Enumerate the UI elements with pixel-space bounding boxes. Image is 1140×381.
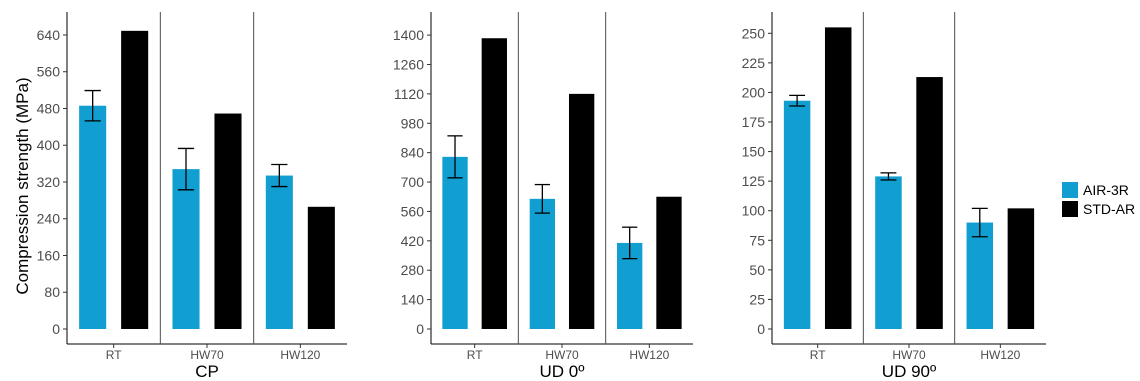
y-tick-label: 640 — [37, 27, 61, 43]
y-tick-label: 560 — [401, 203, 425, 219]
y-tick-label: 0 — [757, 321, 765, 337]
y-tick-label: 25 — [749, 291, 765, 307]
bar-std-ar — [824, 27, 852, 330]
y-tick-label: 250 — [742, 25, 766, 41]
y-tick-label: 420 — [401, 233, 425, 249]
y-tick-label: 160 — [37, 247, 61, 263]
y-tick-label: 700 — [401, 174, 425, 190]
bar-std-ar — [916, 77, 943, 329]
chart-panels: 0 80 160 240 320 400 480 560 640 RT HW70 HW120 CP 0 14… — [37, 12, 1046, 381]
legend-swatch-std-ar — [1062, 201, 1078, 217]
bar-air-3r — [529, 198, 556, 329]
y-tick-label: 140 — [401, 292, 425, 308]
y-tick-label: 320 — [37, 174, 61, 190]
panel-title: UD 0º — [540, 362, 585, 381]
y-axis-label: Compression strength (MPa) — [13, 77, 32, 294]
x-tick-label: RT — [467, 348, 483, 362]
error-bar — [177, 147, 195, 191]
x-tick-label: HW120 — [280, 348, 320, 362]
panel-title: UD 90º — [882, 362, 936, 381]
y-tick-label: 980 — [401, 115, 425, 131]
y-tick-label: 200 — [742, 84, 766, 100]
error-bar — [880, 172, 897, 181]
panel-1: 0 80 160 240 320 400 480 560 640 RT HW70 HW120 CP — [37, 12, 347, 381]
legend: AIR-3R STD-AR — [1062, 182, 1135, 217]
x-tick-label: HW70 — [892, 348, 926, 362]
bar-air-3r — [966, 222, 994, 329]
y-tick-label: 0 — [52, 321, 60, 337]
bar-air-3r — [783, 100, 811, 330]
y-tick-label: 100 — [742, 203, 766, 219]
error-bar — [789, 94, 806, 107]
x-tick-label: RT — [810, 348, 826, 362]
bar-std-ar — [214, 113, 242, 329]
bar-std-ar — [121, 30, 149, 329]
panel-2: 0 140 280 420 560 700 840 980 1120 1260 1400 RT HW70… — [393, 12, 693, 381]
error-bar — [971, 207, 988, 238]
error-bar — [84, 89, 101, 122]
y-tick-label: 840 — [401, 145, 425, 161]
y-tick-label: 80 — [44, 284, 60, 300]
y-tick-label: 480 — [37, 100, 61, 116]
y-tick-label: 1260 — [393, 56, 424, 72]
x-tick-label: HW70 — [545, 348, 579, 362]
legend-swatch-air-3r — [1062, 182, 1078, 198]
error-bar — [447, 135, 463, 179]
y-tick-label: 175 — [742, 114, 766, 130]
y-tick-label: 50 — [749, 262, 765, 278]
y-tick-label: 150 — [742, 144, 766, 160]
y-tick-label: 0 — [416, 321, 424, 337]
x-tick-label: RT — [106, 348, 122, 362]
panel-3: 0 25 50 75 100 125 150 175 200 225 250 RT HW70 HW120 U… — [742, 12, 1046, 381]
bar-std-ar — [307, 206, 335, 329]
y-tick-label: 400 — [37, 137, 61, 153]
bar-std-ar — [1007, 208, 1035, 329]
bar-air-3r — [79, 105, 107, 329]
error-bar — [622, 226, 638, 260]
y-tick-label: 75 — [749, 232, 765, 248]
bar-air-3r — [172, 169, 200, 329]
error-bar — [534, 183, 550, 214]
x-tick-label: HW120 — [980, 348, 1020, 362]
y-tick-label: 1400 — [393, 27, 424, 43]
y-tick-label: 240 — [37, 211, 61, 227]
legend-label: STD-AR — [1083, 201, 1135, 217]
x-tick-label: HW70 — [190, 348, 224, 362]
y-tick-label: 560 — [37, 64, 61, 80]
bar-std-ar — [656, 196, 682, 329]
x-tick-label: HW120 — [629, 348, 669, 362]
bar-air-3r — [265, 175, 293, 329]
bar-air-3r — [442, 156, 468, 329]
y-tick-label: 1120 — [394, 86, 424, 102]
y-tick-label: 125 — [742, 173, 766, 189]
legend-label: AIR-3R — [1083, 182, 1129, 198]
error-bar — [271, 163, 288, 188]
y-tick-label: 225 — [742, 55, 766, 71]
bar-std-ar — [481, 38, 507, 329]
bar-air-3r — [875, 176, 902, 329]
panel-title: CP — [195, 362, 219, 381]
y-tick-label: 280 — [401, 262, 425, 278]
bar-std-ar — [568, 93, 595, 329]
